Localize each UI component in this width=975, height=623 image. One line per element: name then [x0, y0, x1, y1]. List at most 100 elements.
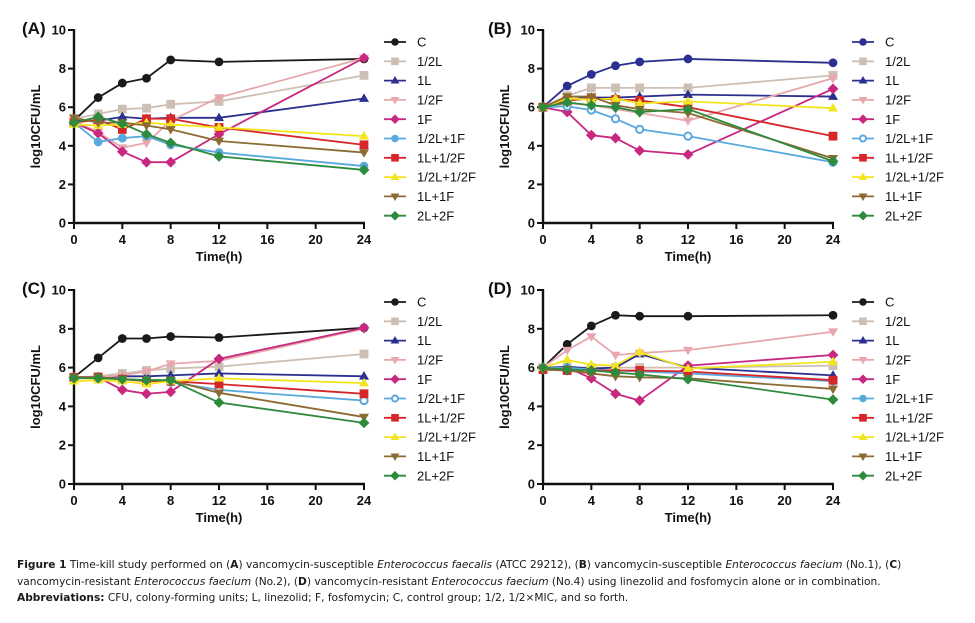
data-point	[683, 131, 693, 141]
caption-segment: Time-kill study performed on (	[66, 559, 231, 571]
legend-item: 1L+1/2F	[852, 150, 933, 165]
x-tick-label: 24	[357, 232, 372, 247]
legend-marker	[390, 357, 400, 365]
legend-item: 1L	[852, 333, 899, 348]
legend-marker	[858, 193, 868, 201]
y-axis-title: log10CFU/mL	[28, 345, 43, 429]
y-tick-label: 10	[521, 23, 535, 38]
data-point	[634, 395, 646, 406]
data-point	[828, 385, 838, 395]
data-point	[165, 386, 177, 398]
data-point	[682, 149, 694, 160]
data-point	[117, 104, 127, 114]
legend-label: 1L+1/2F	[417, 410, 465, 425]
legend-item: 1/2L+1F	[852, 391, 933, 406]
legend-label: 2L+2F	[885, 208, 922, 223]
x-tick-label: 8	[167, 232, 174, 247]
legend-marker	[391, 38, 399, 46]
data-point	[359, 377, 369, 387]
caption-segment: Enterococcus faecium	[134, 575, 252, 588]
panel-b: (B) 0 2 4 6 8 10 0 4 8 12 16 20 24 Time(h) log10CFU/mL C…	[480, 0, 975, 264]
data-point	[165, 126, 176, 135]
y-tick-label: 8	[59, 321, 66, 336]
legend-item: 1L+1/2F	[384, 150, 465, 165]
data-point	[93, 137, 103, 147]
legend-item: 1/2L+1F	[852, 131, 933, 146]
data-point	[116, 146, 128, 157]
data-point	[358, 164, 370, 176]
legend-label: 1L+1F	[417, 189, 454, 204]
x-tick-label: 4	[588, 493, 596, 508]
legend-item: 1L+1F	[852, 189, 922, 204]
data-point	[359, 140, 369, 150]
legend-label: 1/2L+1F	[417, 131, 465, 146]
data-point	[214, 122, 224, 131]
legend-label: 1L	[417, 333, 431, 348]
legend-marker	[859, 317, 867, 326]
data-point	[92, 127, 104, 139]
legend-marker	[859, 414, 867, 422]
legend-marker	[390, 76, 400, 84]
legend-label: 1/2L	[885, 314, 910, 329]
legend-item: C	[852, 35, 894, 50]
legend-item: 1L	[384, 333, 431, 348]
legend-item: 1F	[384, 112, 432, 127]
x-tick-label: 20	[777, 493, 791, 508]
caption-abbreviations: Abbreviations: CFU, colony-forming units…	[17, 590, 962, 607]
legend-marker	[858, 336, 868, 344]
data-point	[165, 374, 177, 386]
legend-marker	[391, 414, 399, 422]
legend-label: C	[417, 295, 426, 310]
caption-segment: (No.2), (	[251, 575, 299, 588]
data-point	[561, 96, 573, 108]
data-point	[828, 361, 838, 371]
x-tick-label: 16	[260, 493, 274, 508]
legend-item: 1F	[852, 112, 900, 127]
legend-marker	[390, 453, 400, 461]
legend-label: 1/2L+1/2F	[417, 430, 476, 445]
data-point	[165, 370, 176, 379]
y-tick-label: 8	[528, 321, 535, 336]
data-point	[166, 99, 176, 109]
data-point	[116, 384, 128, 396]
legend-marker	[859, 134, 867, 143]
caption-segment: ) vancomycin-resistant	[17, 559, 902, 588]
legend-marker	[858, 453, 868, 461]
data-point	[214, 389, 224, 399]
data-point	[359, 93, 369, 102]
data-point	[610, 360, 621, 369]
series-2l-2f	[537, 362, 839, 406]
caption-segment: ) vancomycin-resistant	[306, 575, 432, 588]
legend-item: 1/2L+1/2F	[852, 430, 944, 445]
legend-item: 1/2L+1/2F	[852, 170, 944, 185]
data-point	[68, 372, 80, 384]
data-point	[827, 349, 839, 361]
data-point	[586, 93, 597, 102]
caption-segment: A	[230, 559, 239, 571]
y-tick-label: 2	[528, 438, 535, 453]
data-point	[92, 372, 104, 384]
data-point	[214, 112, 224, 122]
data-point	[214, 362, 224, 372]
legend-marker	[391, 57, 399, 66]
data-point	[359, 130, 369, 140]
legend-item: 1L+1F	[384, 189, 454, 204]
legend-item: 1L	[852, 73, 899, 88]
x-tick-label: 0	[539, 493, 546, 508]
legend-marker	[390, 470, 400, 481]
legend-item: 1/2L	[384, 54, 442, 69]
legend-label: C	[885, 295, 894, 310]
legend: C 1/2L 1L 1/2F 1F 1/2L+1F 1L+1/2F 1/2L+1/2F 1L+1…	[384, 295, 476, 483]
x-axis-title: Time(h)	[665, 510, 712, 525]
data-point	[683, 117, 693, 126]
legend-item: 1/2F	[852, 93, 911, 108]
caption-segment: C	[889, 559, 898, 571]
x-tick-label: 16	[729, 232, 743, 247]
legend-label: 1/2L+1F	[417, 391, 465, 406]
x-tick-label: 12	[212, 493, 226, 508]
legend-item: 1/2L+1F	[384, 391, 465, 406]
legend-item: 1L+1/2F	[852, 410, 933, 425]
data-point	[117, 78, 127, 88]
data-point	[562, 81, 572, 91]
